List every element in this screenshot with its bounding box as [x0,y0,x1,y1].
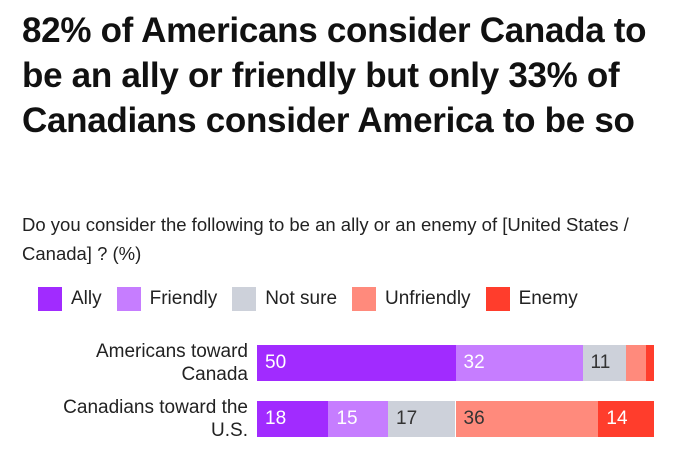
bar-segment-unfriendly: 36 [455,401,599,437]
legend-label: Enemy [518,288,578,309]
legend-swatch [116,287,141,311]
bar-segment-enemy [646,345,655,381]
bar-segment-not-sure: 17 [388,401,456,437]
legend-swatch [352,287,377,311]
bar-segment-ally: 50 [257,345,456,381]
legend-item: Unfriendly [352,287,471,311]
legend-swatch [38,287,62,311]
category-label: Canadians toward the U.S. [63,396,248,442]
legend-item: Friendly [116,287,218,311]
bar-segment-ally: 18 [257,401,329,437]
data-label: 18 [265,408,287,429]
legend-item: Ally [38,287,102,311]
bar-segment-enemy: 14 [598,401,654,437]
legend-label: Unfriendly [385,288,471,309]
data-label: 14 [606,408,628,429]
bar-segment-not-sure: 11 [582,345,627,381]
legend-label: Friendly [149,288,218,309]
category-label: Americans toward Canada [96,340,248,386]
legend-swatch [485,287,510,311]
bar-segment-unfriendly [626,345,647,381]
data-label: 32 [463,352,485,373]
data-label: 15 [336,408,358,429]
category-label-line: Canadians toward the [63,397,248,418]
category-label-line: U.S. [211,420,248,441]
legend: Ally Friendly Not sure Unfriendly Enemy [38,287,593,311]
bar-segment-friendly: 15 [328,401,388,437]
data-label: 50 [265,352,287,373]
legend-swatch [232,287,257,311]
data-label: 36 [463,408,485,429]
category-label-line: Canada [181,364,248,385]
bar-segment-friendly: 32 [455,345,583,381]
data-label: 17 [396,408,418,429]
data-label: 11 [590,352,611,373]
chart-subtitle: Do you consider the following to be an a… [22,214,629,264]
legend-item: Enemy [485,287,578,311]
legend-label: Ally [71,288,102,309]
legend-item: Not sure [232,287,337,311]
legend-label: Not sure [265,288,338,309]
category-label-line: Americans toward [95,341,248,362]
chart-title: 82% of Americans consider Canada to be a… [22,11,647,140]
